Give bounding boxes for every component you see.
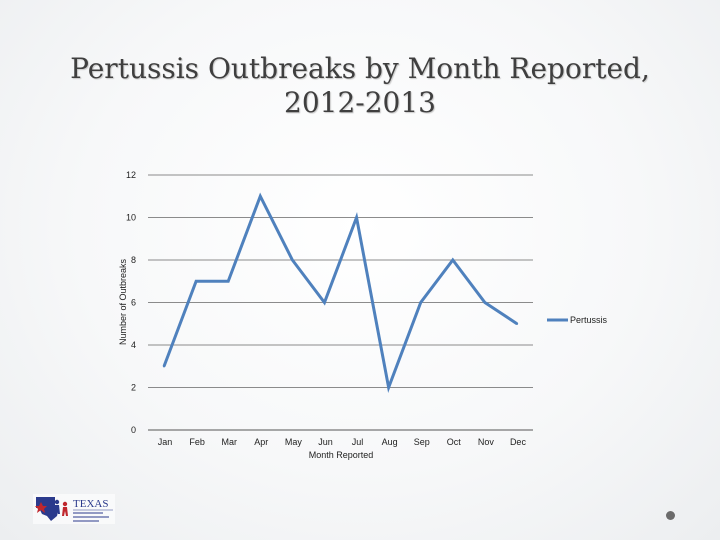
y-tick-label: 12 — [126, 170, 136, 180]
x-tick-label-nov: Nov — [478, 437, 495, 447]
data-point-jan — [162, 365, 166, 368]
slide-title-line-1: Pertussis Outbreaks by Month Reported, — [70, 52, 650, 85]
x-tick-label-feb: Feb — [189, 437, 205, 447]
data-point-aug — [387, 386, 390, 389]
x-tick-label-apr: Apr — [254, 437, 268, 447]
x-axis-ticks: Jan Feb Mar Apr May Jun Jul Aug Sep Oct Nov Dec — [158, 437, 527, 447]
y-tick-label: 6 — [131, 298, 136, 308]
y-axis-ticks: 0 2 4 6 8 10 12 — [126, 170, 136, 435]
series-line-pertussis — [162, 192, 518, 394]
y-tick-label: 10 — [126, 213, 136, 223]
x-tick-label-aug: Aug — [382, 437, 398, 447]
legend: Pertussis — [547, 315, 608, 325]
y-axis-title: Number of Outbreaks — [118, 258, 128, 345]
y-tick-label: 8 — [131, 255, 136, 265]
gridlines — [148, 174, 533, 431]
series-layer — [162, 192, 519, 394]
data-point-jul — [355, 216, 358, 219]
x-tick-label-dec: Dec — [510, 437, 527, 447]
x-tick-label-mar: Mar — [221, 437, 237, 447]
slide-bullet-dot — [666, 511, 675, 520]
x-tick-label-sep: Sep — [414, 437, 430, 447]
data-point-apr — [259, 195, 262, 198]
y-tick-label: 2 — [131, 383, 136, 393]
y-tick-label: 0 — [131, 425, 136, 435]
data-point-nov — [483, 301, 487, 304]
texas-dshs-logo: TEXAS — [33, 494, 115, 524]
x-axis-title: Month Reported — [309, 450, 374, 460]
x-tick-label-jul: Jul — [352, 437, 364, 447]
x-tick-label-jun: Jun — [318, 437, 333, 447]
data-point-dec — [515, 322, 519, 325]
logo-text: TEXAS — [73, 498, 108, 510]
y-tick-label: 4 — [131, 340, 136, 350]
x-tick-label-jan: Jan — [158, 437, 173, 447]
data-point-may — [291, 258, 294, 262]
data-point-mar — [227, 280, 230, 283]
data-point-jun — [323, 301, 326, 304]
texas-dshs-logo-graphic: TEXAS — [33, 494, 115, 524]
legend-label-pertussis: Pertussis — [570, 315, 608, 325]
slide-title: Pertussis Outbreaks by Month Reported, 2… — [0, 52, 720, 120]
data-point-feb — [194, 280, 198, 283]
data-point-oct — [451, 258, 454, 262]
data-point-sep — [419, 301, 422, 304]
x-tick-label-may: May — [285, 437, 303, 447]
x-tick-label-oct: Oct — [447, 437, 462, 447]
slide-title-line-2: 2012-2013 — [284, 86, 436, 119]
